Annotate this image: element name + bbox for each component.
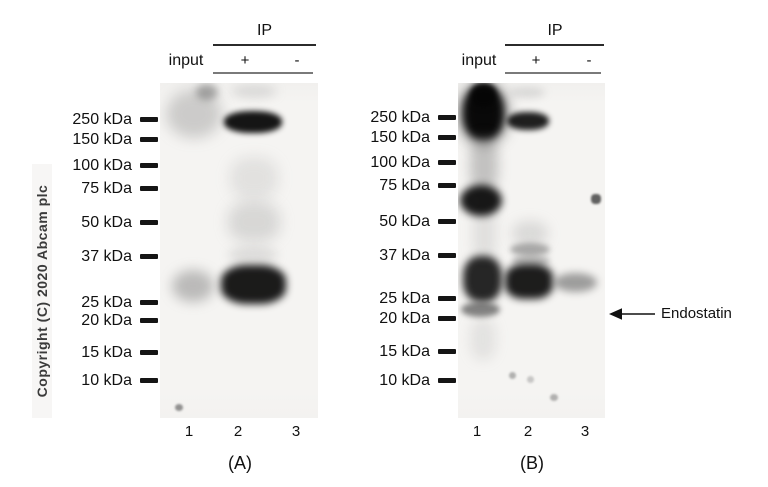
marker-tick: [438, 296, 456, 301]
blot-band: [507, 112, 549, 130]
marker-tick: [438, 349, 456, 354]
marker-label: 37 kDa: [81, 248, 132, 265]
blot-band: [460, 185, 502, 216]
marker-label: 250 kDa: [370, 109, 430, 126]
blot-band: [471, 83, 496, 107]
marker-label: 250 kDa: [72, 111, 132, 128]
marker-label: 15 kDa: [379, 343, 430, 360]
panel-label-a: (A): [228, 453, 252, 473]
blot-band: [461, 302, 500, 317]
marker-tick: [140, 350, 158, 355]
marker-label: 20 kDa: [379, 310, 430, 327]
ip-overline: [213, 44, 316, 46]
blot-band: [470, 318, 496, 360]
marker-tick: [140, 318, 158, 323]
ip-minus-label: -: [586, 52, 592, 69]
blot-image-b: [458, 83, 605, 418]
marker-label: 75 kDa: [379, 177, 430, 194]
marker-label: 50 kDa: [81, 214, 132, 231]
marker-tick: [438, 253, 456, 258]
lane-number: 3: [580, 423, 590, 440]
marker-label: 10 kDa: [379, 372, 430, 389]
marker-label: 15 kDa: [81, 344, 132, 361]
ip-overline: [505, 44, 604, 46]
blot-band: [509, 87, 545, 98]
marker-label: 25 kDa: [379, 290, 430, 307]
marker-label: 150 kDa: [370, 129, 430, 146]
endostatin-label: Endostatin: [661, 305, 732, 322]
blot-band: [459, 84, 508, 144]
ip-group-label: IP: [547, 22, 563, 39]
blot-band: [463, 256, 502, 302]
left-arrow-icon: [609, 307, 655, 320]
marker-tick: [438, 160, 456, 165]
endostatin-annotation: Endostatin: [609, 306, 732, 321]
input-column-label: input: [168, 52, 204, 69]
marker-tick: [140, 137, 158, 142]
marker-label: 10 kDa: [81, 372, 132, 389]
blot-band: [166, 90, 222, 138]
marker-tick: [140, 254, 158, 259]
blot-band: [512, 255, 550, 266]
blot-band: [175, 404, 183, 411]
marker-tick: [438, 115, 456, 120]
lane-number: 2: [233, 423, 243, 440]
blot-band: [591, 194, 601, 204]
ip-group-label: IP: [256, 22, 273, 39]
lane-number: 2: [523, 423, 533, 440]
marker-tick: [140, 117, 158, 122]
ip-underline: [213, 72, 313, 74]
ip-underline: [505, 72, 601, 74]
ip-minus-label: -: [294, 52, 300, 69]
blot-band: [512, 221, 548, 246]
blot-band: [554, 273, 597, 292]
blot-band: [231, 85, 277, 98]
blot-band: [228, 202, 280, 242]
marker-label: 37 kDa: [379, 247, 430, 264]
copyright-text: Copyright (C) 2020 Abcam plc: [32, 164, 52, 418]
blot-band: [172, 270, 214, 302]
marker-tick: [140, 186, 158, 191]
marker-tick: [438, 135, 456, 140]
blot-band: [527, 376, 534, 383]
marker-label: 100 kDa: [370, 154, 430, 171]
blot-band: [505, 264, 553, 299]
blot-band: [550, 394, 558, 401]
marker-tick: [438, 378, 456, 383]
marker-label: 100 kDa: [72, 157, 132, 174]
marker-tick: [438, 316, 456, 321]
blot-image-a: [160, 83, 318, 418]
blot-band: [470, 136, 498, 194]
marker-label: 50 kDa: [379, 213, 430, 230]
marker-tick: [140, 220, 158, 225]
panel-label-b: (B): [520, 453, 544, 473]
marker-label: 150 kDa: [72, 131, 132, 148]
lane-number: 3: [291, 423, 301, 440]
blot-band: [509, 372, 516, 379]
input-column-label: input: [461, 52, 497, 69]
marker-tick: [140, 300, 158, 305]
blot-band: [463, 86, 504, 140]
blot-band: [224, 111, 282, 133]
blot-band: [510, 243, 550, 256]
ip-plus-label: +: [531, 52, 541, 69]
marker-label: 75 kDa: [81, 180, 132, 197]
blot-band: [228, 247, 278, 263]
blot-band: [473, 196, 496, 268]
blot-band: [196, 84, 218, 100]
marker-tick: [438, 183, 456, 188]
marker-tick: [140, 163, 158, 168]
marker-label: 20 kDa: [81, 312, 132, 329]
marker-tick: [438, 219, 456, 224]
marker-tick: [140, 378, 158, 383]
blot-band: [230, 157, 278, 199]
blot-band: [221, 265, 286, 304]
lane-number: 1: [184, 423, 194, 440]
lane-number: 1: [472, 423, 482, 440]
ip-plus-label: +: [240, 52, 250, 69]
marker-label: 25 kDa: [81, 294, 132, 311]
